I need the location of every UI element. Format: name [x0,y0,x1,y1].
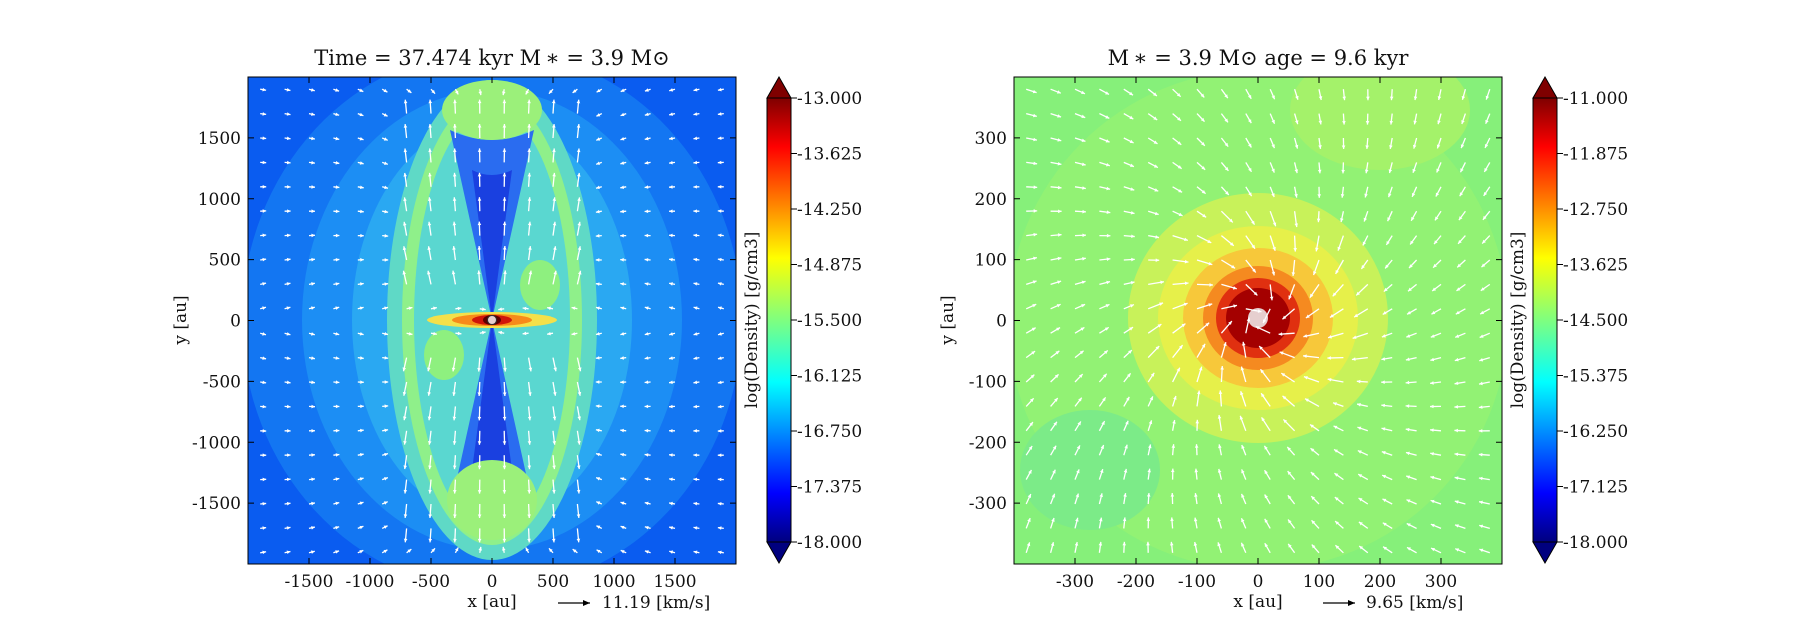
colorbar-tick-label: -12.750 [1563,200,1628,220]
x-tick-label: 1500 [653,572,696,592]
x-tick-label: 300 [1425,572,1457,592]
quiver-key-label-left: 11.19 [km/s] [602,593,710,613]
y-tick-label: 300 [975,129,1007,149]
x-tick-label: -1500 [284,572,333,592]
y-tick-label: 0 [230,312,241,332]
x-tick-label: -200 [1117,572,1155,592]
x-tick-label: 200 [1364,572,1396,592]
panel-left-title: Time = 37.474 kyr M ∗ = 3.9 M⊙ [314,46,670,70]
density-map-right [1008,50,1508,570]
y-tick-label: -100 [969,372,1007,392]
x-tick-label: 100 [1303,572,1335,592]
colorbar-label-left: log(Density) [g/cm3] [742,232,762,409]
y-tick-label: -1000 [192,433,241,453]
panel-right: M ∗ = 3.9 M⊙ age = 9.6 kyr -300 -200 -100 0… [938,46,1628,613]
colorbar-tick-label: -11.875 [1563,145,1628,165]
x-tick-label: -1000 [345,572,394,592]
colorbar-tick-label: -18.000 [1563,533,1628,553]
y-tick-label: -300 [969,494,1007,514]
x-axis-label-left: x [au] [467,592,516,612]
panel-right-title: M ∗ = 3.9 M⊙ age = 9.6 kyr [1108,46,1410,70]
colorbar-tick-label: -11.000 [1563,89,1628,109]
colorbar-tick-label: -16.125 [797,367,862,387]
y-axis-label-right: y [au] [938,295,958,345]
panel-left: Time = 37.474 kyr M ∗ = 3.9 M⊙ [171,46,862,613]
colorbar-tick-label: -13.000 [797,89,862,109]
colorbar-tick-label: -17.375 [797,478,862,498]
x-tick-label: 1000 [592,572,635,592]
y-tick-label: -200 [969,433,1007,453]
quiver-key-label-right: 9.65 [km/s] [1366,593,1463,613]
colorbar-tick-label: -15.500 [797,311,862,331]
colorbar-tick-label: -14.500 [1563,311,1628,331]
colorbar-tick-label: -17.125 [1563,478,1628,498]
x-tick-label: -500 [412,572,450,592]
colorbar-tick-label: -18.000 [797,533,862,553]
x-tick-label: -300 [1056,572,1094,592]
density-map-left [242,50,742,590]
x-tick-label: 0 [487,572,498,592]
sink-particle-left [488,316,497,325]
y-tick-label: -500 [203,372,241,392]
y-tick-label: 1000 [198,190,241,210]
x-tick-label: 0 [1253,572,1264,592]
colorbar-tick-label: -16.750 [797,422,862,442]
colorbar-tick-label: -16.250 [1563,422,1628,442]
x-axis-label-right: x [au] [1233,592,1282,612]
x-tick-label: 500 [537,572,569,592]
colorbar-tick-label: -13.625 [1563,256,1628,276]
colorbar-tick-label: -13.625 [797,145,862,165]
colorbar-tick-label: -14.250 [797,200,862,220]
y-tick-label: 0 [996,312,1007,332]
y-tick-label: 1500 [198,129,241,149]
colorbar-label-right: log(Density) [g/cm3] [1508,232,1528,409]
y-tick-label: 100 [975,251,1007,271]
colorbar-right: -11.000 -11.875 -12.750 -13.625 -14.500 -15.3… [1508,77,1628,563]
colorbar-tick-label: -15.375 [1563,367,1628,387]
y-tick-label: -1500 [192,494,241,514]
y-axis-label-left: y [au] [171,295,191,345]
y-tick-label: 500 [209,251,241,271]
x-tick-label: -100 [1178,572,1216,592]
colorbar-left: -13.000 -13.625 -14.250 -14.875 -15.500 -16.1… [742,77,862,563]
colorbar-tick-label: -14.875 [797,256,862,276]
y-tick-label: 200 [975,190,1007,210]
